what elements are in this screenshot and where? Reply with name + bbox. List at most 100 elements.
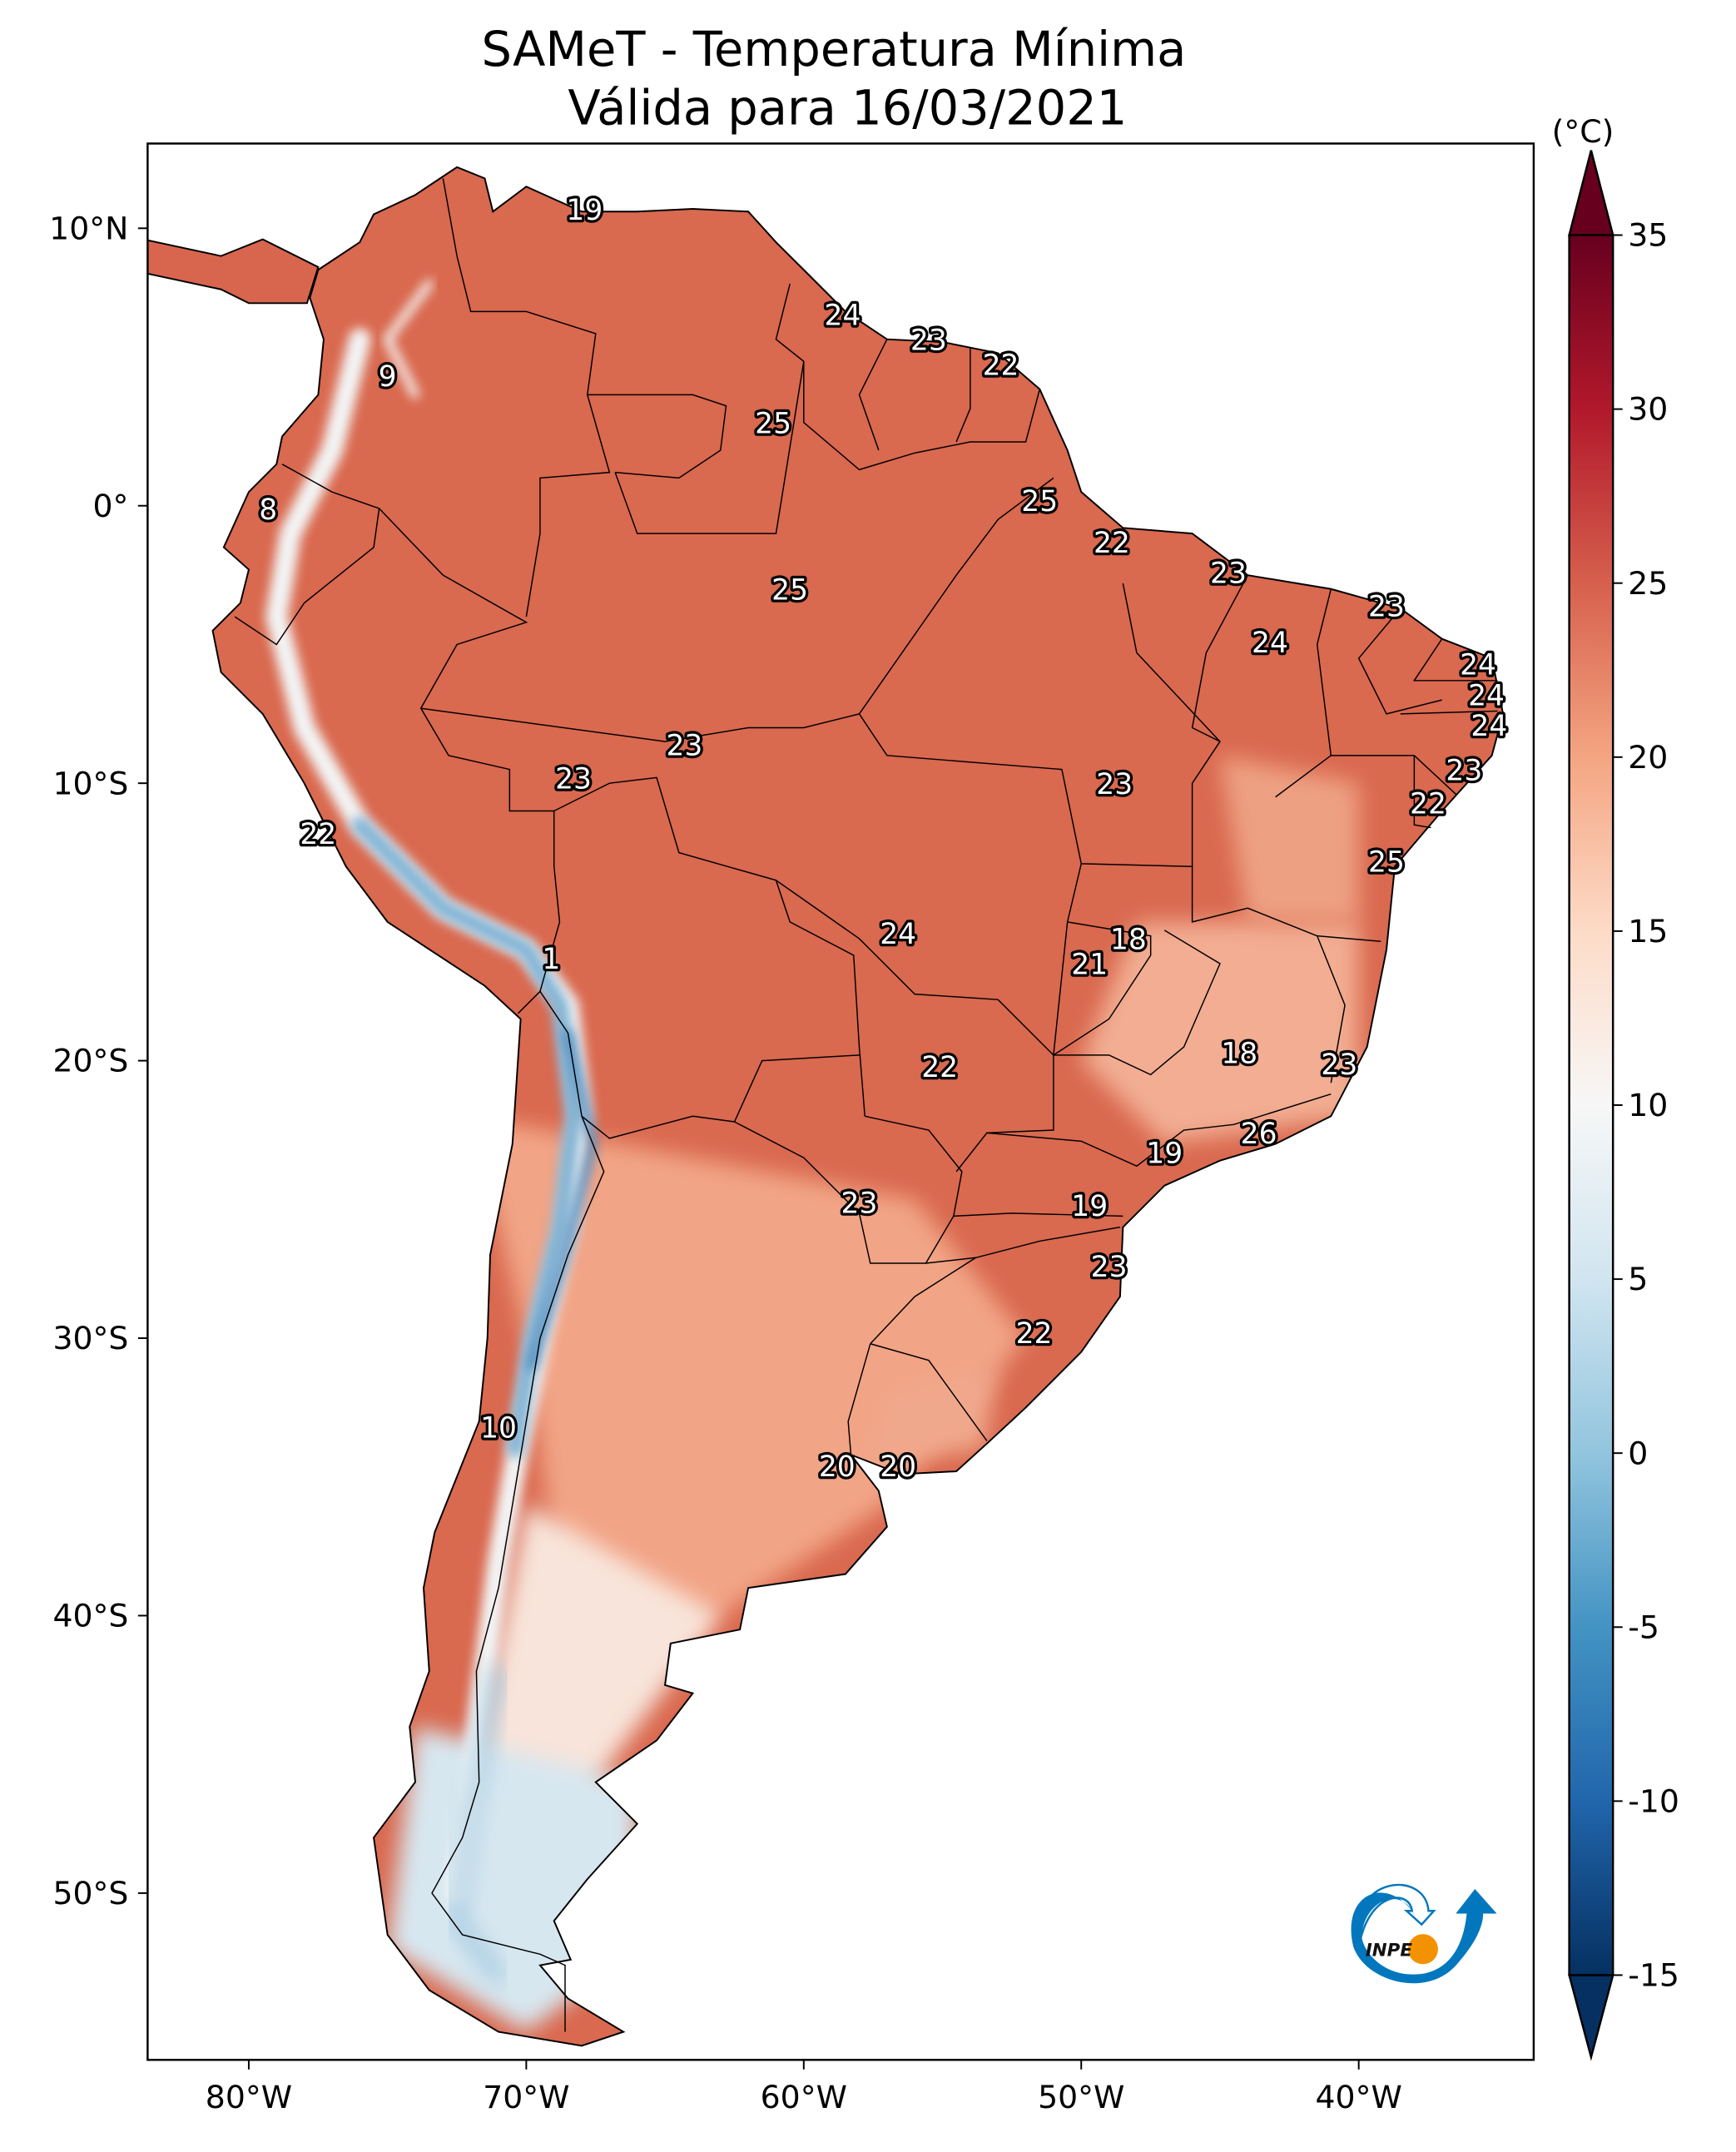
temperature-label: 25: [1368, 845, 1405, 879]
temperature-label: 25: [1021, 485, 1058, 518]
temperature-label: 22: [1094, 527, 1130, 560]
temperature-label: 18: [1110, 924, 1147, 957]
temperature-label: 18: [1221, 1037, 1257, 1070]
border-line: [1053, 921, 1152, 1056]
country-state-borders: [234, 178, 1498, 2032]
colorbar-tick-label: 10: [1628, 1087, 1668, 1123]
temperature-label: 21: [1071, 949, 1108, 982]
border-line: [1275, 588, 1332, 798]
temperature-label: 22: [300, 818, 336, 851]
colorbar-extend-min: [1568, 1974, 1614, 2061]
border-line: [858, 477, 1054, 715]
border-line: [539, 990, 860, 1139]
coastline-central-america: [147, 238, 320, 305]
temperature-label: 24: [880, 918, 916, 951]
border-line: [587, 394, 727, 479]
border-line: [1400, 710, 1498, 715]
temperature-label: 23: [555, 762, 592, 796]
temperature-label: 19: [1071, 1190, 1108, 1223]
logo-orange-dot: [1407, 1934, 1438, 1965]
lat-tick-label: 10°N: [49, 210, 128, 246]
temperature-label: 24: [1468, 679, 1505, 712]
border-line: [776, 880, 1054, 1173]
lat-tick-label: 0°: [92, 488, 128, 524]
border-line: [1412, 638, 1498, 682]
temperature-label: 20: [880, 1450, 916, 1484]
lat-tick-label: 50°S: [52, 1875, 128, 1912]
temperature-label: 20: [819, 1450, 856, 1484]
temperature-label: 22: [921, 1051, 958, 1084]
temperature-label: 24: [1471, 710, 1507, 743]
temperature-label: 25: [771, 574, 808, 607]
lon-tick-label: 70°W: [483, 2079, 569, 2115]
lon-tick-label: 40°W: [1316, 2079, 1402, 2115]
temperature-label: 23: [1321, 1049, 1357, 1082]
colorbar-tick-label: -10: [1628, 1783, 1679, 1819]
border-line: [1191, 866, 1346, 1083]
temperature-label: 24: [825, 300, 861, 333]
lat-tick-label: 20°S: [52, 1043, 128, 1079]
colorbar-tick-label: 20: [1628, 739, 1668, 776]
temperature-label: 10: [480, 1412, 517, 1445]
border-line: [1317, 935, 1381, 942]
border-line: [1413, 755, 1431, 829]
colorbar-tick-label: -15: [1628, 1957, 1679, 1994]
temperature-label: 19: [566, 194, 603, 227]
temperature-label: 24: [1252, 627, 1288, 660]
border-line: [775, 283, 1041, 471]
colorbar: (°C) 35 30 25 20 15 10 5 0 -5 -10 -15: [1552, 113, 1679, 2061]
temperature-label: 23: [666, 729, 702, 762]
colorbar-tick-label: -5: [1628, 1609, 1659, 1645]
border-line: [870, 1343, 988, 1441]
temperature-label: 19: [1146, 1137, 1183, 1170]
colorbar-gradient: [1568, 234, 1614, 1976]
lat-tick-label: 40°S: [52, 1598, 128, 1634]
map-frame: [146, 142, 1535, 2061]
title-line-1: SAMeT - Temperatura Mínima: [482, 22, 1187, 77]
lat-tick-label: 30°S: [52, 1320, 128, 1356]
temperature-label: 23: [1096, 768, 1133, 801]
border-line: [955, 347, 971, 443]
border-line: [1191, 574, 1248, 742]
border-line: [858, 339, 888, 451]
border-line: [870, 1257, 976, 1345]
temperature-label: 23: [910, 325, 947, 358]
longitude-axis: 80°W 70°W 60°W 50°W 40°W: [206, 2060, 1402, 2115]
border-line: [986, 1093, 1332, 1168]
colorbar-tick-label: 35: [1628, 217, 1668, 254]
border-line: [614, 361, 805, 534]
temperature-label: 26: [1241, 1118, 1277, 1151]
lon-tick-label: 80°W: [206, 2079, 292, 2115]
temperature-label: 23: [1368, 591, 1405, 624]
title-line-2: Válida para 16/03/2021: [568, 80, 1127, 136]
temperature-label: 1: [542, 943, 560, 976]
temperature-label: 9: [379, 360, 397, 394]
colorbar-tick-label: 0: [1628, 1435, 1648, 1471]
temperature-label: 23: [1210, 558, 1247, 591]
colorbar-tick-label: 25: [1628, 565, 1668, 602]
border-line: [234, 464, 380, 646]
temperature-label: 8: [259, 493, 277, 527]
border-line: [379, 508, 561, 1014]
border-line: [1053, 930, 1221, 1076]
colorbar-tick-label: 5: [1628, 1261, 1648, 1297]
coastline: [211, 166, 1505, 2047]
lon-tick-label: 60°W: [761, 2079, 847, 2115]
colorbar-tick-label: 15: [1628, 913, 1668, 950]
lat-tick-label: 10°S: [52, 765, 128, 801]
temperature-label: 22: [1410, 787, 1446, 821]
border-line: [431, 1116, 605, 2032]
logo-text: INPE: [1366, 1940, 1412, 1961]
lon-tick-label: 50°W: [1038, 2079, 1124, 2115]
colorbar-tick-label: 30: [1628, 391, 1668, 428]
temperature-label: 22: [1016, 1317, 1053, 1351]
latitude-axis: 10°N 0° 10°S 20°S 30°S 40°S 50°S: [49, 210, 148, 1912]
inpe-logo: INPE: [1351, 1883, 1497, 1984]
temperature-label: 24: [1460, 649, 1496, 682]
border-line: [442, 178, 611, 617]
border-line: [953, 1212, 1123, 1217]
colorbar-unit-label: (°C): [1552, 113, 1614, 150]
